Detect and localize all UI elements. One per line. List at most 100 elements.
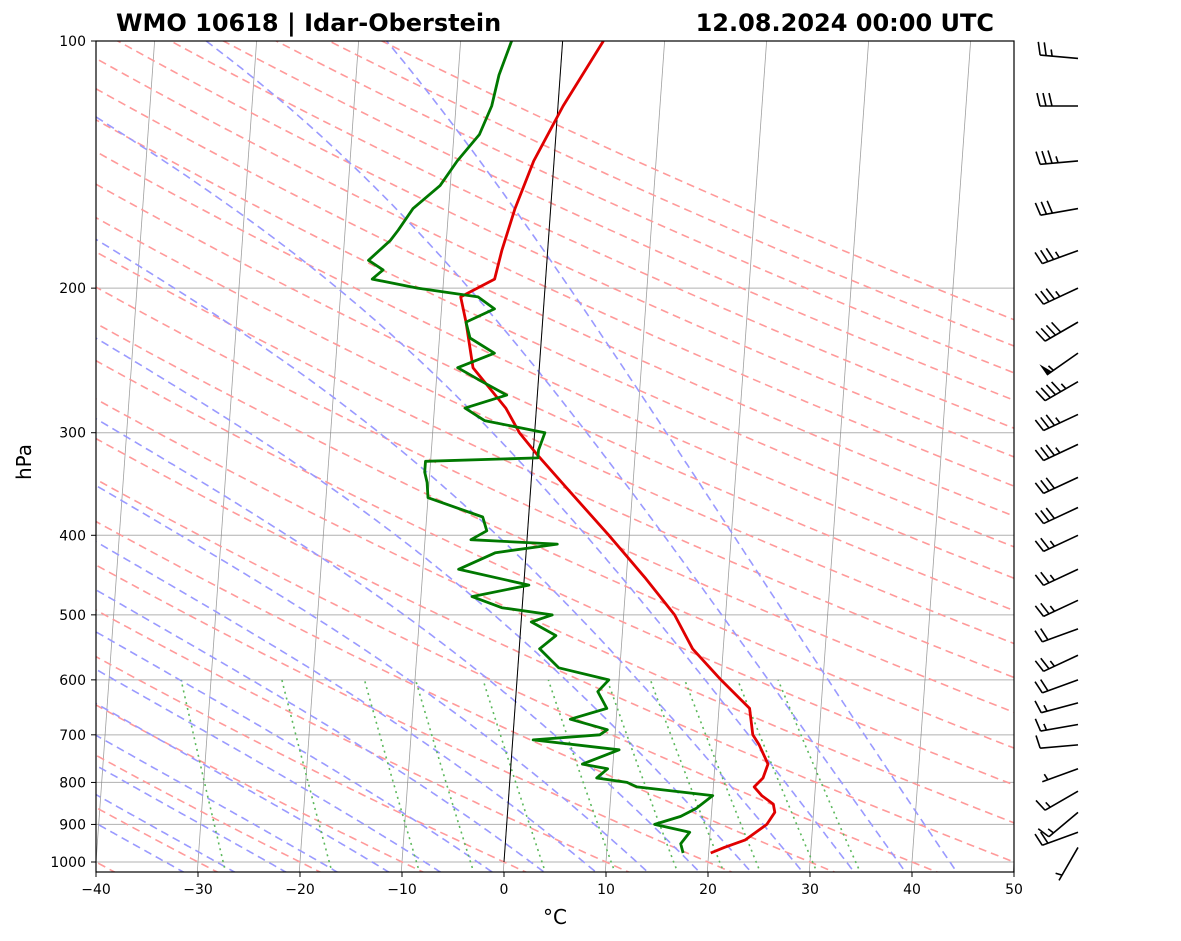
barb-flag [1035, 151, 1041, 165]
barb-flag [1040, 537, 1050, 550]
dry-adiabats [96, 41, 1014, 872]
y-tick-label: 100 [59, 34, 86, 50]
x-tick-label: 20 [699, 882, 717, 898]
barb-flag [1034, 833, 1043, 846]
sounding-profiles [367, 41, 777, 855]
moist-adiabat [96, 115, 856, 872]
barb-flag [1045, 444, 1056, 456]
barb-shaft [1043, 476, 1079, 495]
barb-flag [1040, 290, 1050, 303]
dry-adiabat [116, 41, 1014, 458]
barb-flag [1045, 247, 1055, 260]
barb-flag [1034, 718, 1042, 732]
wind-barb [1035, 381, 1079, 402]
barb-flag [1039, 628, 1049, 641]
barb-flag [1040, 657, 1050, 670]
mixing-ratio-line [683, 679, 762, 872]
wind-barb [1034, 568, 1079, 587]
moist-adiabat [96, 484, 649, 872]
barb-shaft [1042, 628, 1079, 643]
barb-pennant [1039, 364, 1052, 375]
barb-half-flag [1043, 704, 1048, 712]
y-tick-label: 900 [59, 817, 86, 833]
barb-flag [1046, 200, 1054, 214]
y-tick-label: 200 [59, 281, 86, 297]
wind-barb [1037, 811, 1079, 838]
barb-shaft [1042, 831, 1079, 847]
x-axis-ticks: −40 −30 −20 −10 0 10 20 30 40 50 [81, 872, 1023, 898]
barb-shaft [1042, 768, 1079, 783]
x-tick-label: −30 [183, 882, 213, 898]
barb-flag [1040, 387, 1051, 399]
wind-barb [1035, 790, 1079, 811]
wind-barb [1055, 847, 1079, 881]
dry-adiabat [221, 41, 1014, 402]
barb-flag [1048, 92, 1053, 107]
barb-flag [1035, 799, 1046, 811]
wind-barb [1039, 352, 1079, 376]
isotherm [298, 41, 360, 872]
barb-flag [1034, 540, 1045, 552]
barb-shaft [1043, 443, 1079, 462]
wind-barb [1034, 628, 1079, 643]
x-tick-label: 0 [500, 882, 509, 898]
barb-shaft [1042, 249, 1079, 265]
mixing-ratio-line [547, 679, 616, 872]
wind-barb [1034, 506, 1079, 525]
barb-flag [1035, 390, 1046, 402]
wind-barb [1036, 92, 1078, 107]
isotherm [706, 41, 768, 872]
barb-half-flag [1049, 660, 1056, 667]
barb-flag [1039, 249, 1049, 262]
barb-flag [1034, 419, 1045, 431]
x-tick-label: 40 [903, 882, 921, 898]
dry-adiabat [96, 609, 631, 872]
barb-shaft [1043, 287, 1079, 305]
wind-barb [1035, 150, 1079, 166]
barb-flag [1042, 92, 1047, 107]
dry-adiabat [96, 150, 1014, 580]
barb-half-flag [1055, 156, 1059, 163]
barb-flag [1034, 202, 1042, 216]
barb-flag [1034, 251, 1043, 265]
barb-shaft [1041, 702, 1079, 714]
wind-barb [1034, 599, 1079, 618]
barb-flag [1039, 831, 1049, 844]
moist-adiabat [385, 41, 958, 872]
wind-barb [1034, 247, 1079, 265]
barb-flag [1040, 446, 1050, 459]
barb-flag [1034, 700, 1043, 714]
x-tick-label: 30 [801, 882, 819, 898]
temperature-line [459, 41, 777, 855]
barb-shaft [1043, 654, 1079, 673]
barb-half-flag [1050, 49, 1053, 57]
barb-half-flag [1047, 828, 1054, 834]
barb-shaft [1046, 352, 1079, 376]
barb-flag [1040, 479, 1050, 492]
barb-flag [1037, 828, 1050, 838]
barb-flag [1040, 571, 1050, 584]
moist-adiabat [96, 540, 598, 872]
barb-flag [1045, 414, 1056, 426]
moist-adiabat [96, 337, 753, 872]
wind-barb [1037, 41, 1079, 60]
barb-half-flag [1055, 290, 1061, 298]
barb-flag [1034, 449, 1045, 461]
wind-barb [1034, 654, 1079, 673]
barb-half-flag [1054, 251, 1060, 258]
mixing-ratio-line [649, 679, 725, 872]
barb-flag [1045, 477, 1056, 489]
barb-flag [1050, 381, 1062, 393]
barb-flag [1040, 416, 1050, 429]
barb-flag [1040, 602, 1050, 615]
barb-flag [1045, 384, 1057, 396]
barb-flag [1034, 482, 1045, 494]
y-tick-label: 1000 [50, 855, 86, 871]
barb-flag [1040, 327, 1051, 339]
barb-flag [1034, 574, 1045, 586]
isotherm [808, 41, 870, 872]
barb-half-flag [1049, 540, 1056, 547]
dry-adiabat [96, 359, 1014, 786]
y-tick-label: 600 [59, 673, 86, 689]
